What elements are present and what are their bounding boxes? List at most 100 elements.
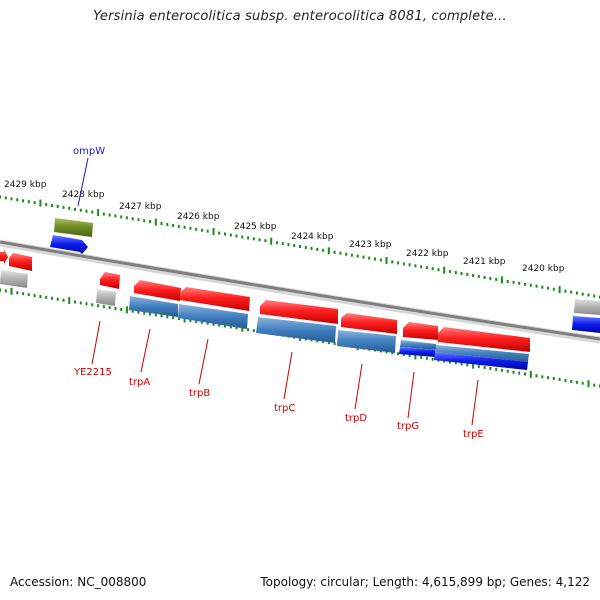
minor-tick [229, 233, 232, 237]
minor-tick [189, 319, 192, 322]
minor-tick [570, 290, 573, 294]
minor-tick [310, 246, 313, 250]
reverse-gene-trpE[interactable] [434, 352, 528, 370]
minor-tick [570, 379, 573, 383]
gene-trpA[interactable] [129, 296, 178, 317]
cds-trpA[interactable] [134, 280, 181, 301]
minor-tick [425, 266, 428, 270]
minor-tick [131, 309, 134, 313]
scale-label: 2426 kbp [177, 212, 220, 222]
cds-feature-edge-left[interactable] [0, 249, 8, 264]
map-title: Yersinia enterocolitica subsp. enterocol… [93, 9, 507, 24]
minor-tick [177, 224, 180, 228]
minor-tick [33, 201, 36, 205]
scale-label: 2421 kbp [463, 257, 506, 267]
minor-tick [264, 239, 267, 243]
major-tick [558, 286, 561, 294]
minor-tick [374, 257, 376, 261]
gray-feature-YE2215[interactable] [96, 289, 116, 306]
minor-tick [120, 215, 123, 219]
minor-tick [229, 325, 232, 329]
minor-tick [541, 375, 544, 379]
minor-tick [224, 324, 226, 328]
major-tick [327, 247, 330, 255]
gene-label-trpA[interactable]: trpA [129, 377, 150, 388]
minor-tick [356, 254, 359, 258]
accession-text: Accession: NC_008800 [10, 575, 147, 589]
reverse-gene-trpG[interactable] [399, 347, 435, 357]
minor-tick [327, 341, 330, 345]
minor-tick [593, 294, 596, 298]
minor-tick [56, 297, 59, 301]
minor-tick [391, 351, 394, 355]
outer-tick-ring [0, 195, 600, 299]
cds-ompW[interactable] [50, 235, 88, 254]
minor-tick [483, 366, 486, 369]
minor-tick [529, 283, 532, 287]
minor-tick [275, 241, 278, 245]
gene-ompW[interactable] [54, 218, 93, 237]
gray-feature-right[interactable] [574, 299, 600, 315]
minor-tick [189, 226, 192, 230]
minor-tick [195, 227, 198, 231]
scale-label: 2423 kbp [349, 240, 392, 250]
gene-label-ompW[interactable]: ompW [73, 146, 105, 157]
major-tick [10, 287, 13, 295]
major-tick [125, 306, 128, 314]
minor-tick [137, 218, 140, 222]
minor-tick [408, 263, 411, 267]
cds-trpG[interactable] [403, 322, 438, 340]
cds-YE2215[interactable] [100, 272, 120, 289]
gene-label-YE2215[interactable]: YE2215 [73, 367, 112, 378]
minor-tick [79, 301, 82, 305]
gene-label-trpB[interactable]: trpB [189, 388, 210, 399]
gene-label-trpG[interactable]: trpG [397, 421, 419, 432]
gene-label-trpE[interactable]: trpE [463, 429, 484, 440]
minor-tick [506, 279, 509, 283]
minor-tick [252, 237, 255, 241]
minor-tick [495, 367, 498, 371]
minor-tick [200, 228, 203, 232]
reverse-feature-right[interactable] [572, 316, 600, 333]
minor-tick [362, 255, 365, 259]
minor-tick [160, 314, 163, 318]
minor-tick [160, 222, 163, 225]
cds-trpB[interactable] [180, 287, 250, 311]
minor-tick [143, 219, 146, 223]
other-feature-track [0, 270, 600, 315]
minor-tick [0, 195, 1, 199]
cds-trpC[interactable] [260, 300, 338, 324]
minor-tick [16, 291, 19, 295]
minor-tick [16, 198, 19, 202]
minor-tick [581, 381, 584, 385]
minor-tick [22, 292, 25, 296]
minor-tick [27, 293, 30, 297]
minor-tick [114, 214, 117, 218]
gene-label-trpC[interactable]: trpC [274, 403, 295, 414]
gene-label-trpD[interactable]: trpD [345, 413, 367, 424]
minor-tick [449, 270, 451, 274]
gene-trpE[interactable] [435, 345, 529, 362]
gene-trpC[interactable] [256, 317, 336, 343]
minor-tick [218, 323, 221, 327]
genome-backbone-core [0, 240, 600, 341]
minor-tick [472, 274, 475, 277]
cds-trpD[interactable] [341, 313, 397, 334]
minor-tick [552, 377, 555, 381]
cds-trpE[interactable] [438, 327, 530, 352]
minor-tick [466, 273, 469, 276]
minor-tick [102, 305, 105, 309]
minor-tick [33, 294, 36, 297]
gray-feature-left[interactable] [0, 270, 28, 288]
minor-tick [62, 298, 65, 302]
minor-tick [460, 272, 463, 276]
minor-tick [304, 246, 307, 249]
cds-feature-left[interactable] [9, 253, 32, 271]
gene-trpG[interactable] [400, 340, 436, 350]
minor-tick [397, 261, 400, 265]
gene-trpD[interactable] [337, 330, 396, 353]
gene-trpB[interactable] [178, 304, 248, 329]
minor-tick [287, 243, 290, 247]
minor-tick [593, 383, 596, 387]
minor-tick [524, 372, 526, 376]
